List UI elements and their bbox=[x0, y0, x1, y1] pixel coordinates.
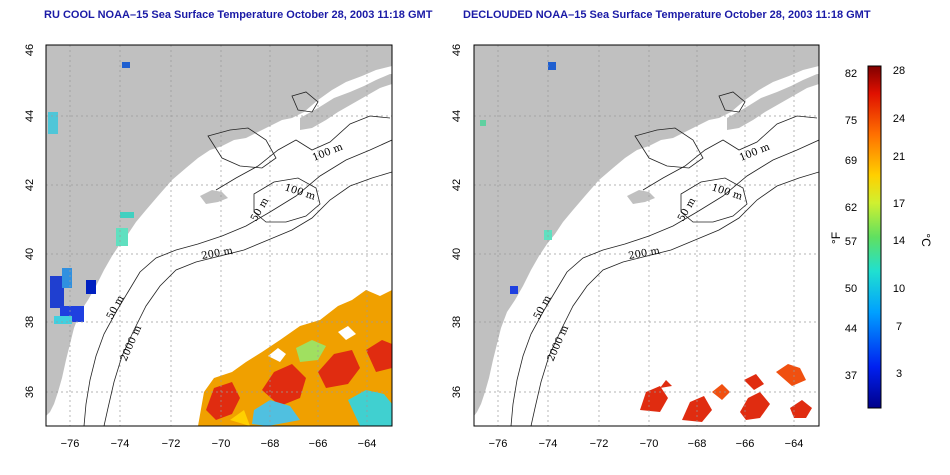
colorbar-celsius-ticks: 28 24 21 17 14 10 7 3 bbox=[893, 65, 905, 380]
right-y-tick: 36 bbox=[451, 386, 463, 398]
left-x-tick: −72 bbox=[162, 438, 181, 450]
right-panel-title: DECLOUDED NOAA–15 Sea Surface Temperatur… bbox=[463, 9, 871, 21]
left-offshore-sst-field bbox=[198, 290, 392, 426]
left-x-tick: −64 bbox=[358, 438, 377, 450]
right-y-tick: 46 bbox=[451, 44, 463, 56]
left-y-tick: 44 bbox=[24, 110, 36, 122]
colorbar-f-tick: 62 bbox=[845, 202, 857, 214]
left-x-axis: −76 −74 −72 −70 −68 −66 −64 bbox=[61, 438, 377, 450]
right-y-tick: 42 bbox=[451, 179, 463, 191]
colorbar-f-tick: 44 bbox=[845, 323, 857, 335]
colorbar: 82 75 69 62 57 50 44 37 28 24 21 17 14 1… bbox=[829, 65, 933, 409]
colorbar-c-tick: 3 bbox=[896, 368, 902, 380]
colorbar-c-tick: 24 bbox=[893, 113, 905, 125]
left-land-mainland bbox=[46, 45, 392, 416]
left-x-tick: −68 bbox=[261, 438, 280, 450]
colorbar-c-tick: 17 bbox=[893, 198, 905, 210]
colorbar-c-tick: 7 bbox=[896, 321, 902, 333]
left-x-tick: −70 bbox=[212, 438, 231, 450]
colorbar-c-tick: 10 bbox=[893, 283, 905, 295]
colorbar-c-tick: 28 bbox=[893, 65, 905, 77]
right-x-tick: −64 bbox=[785, 438, 804, 450]
right-land-cape-cod bbox=[627, 190, 655, 204]
right-x-axis: −76 −74 −72 −70 −68 −66 −64 bbox=[489, 438, 804, 450]
right-y-tick: 40 bbox=[451, 248, 463, 260]
right-land-mainland bbox=[474, 45, 819, 416]
left-y-tick: 38 bbox=[24, 316, 36, 328]
colorbar-fahrenheit-ticks: 82 75 69 62 57 50 44 37 bbox=[845, 68, 857, 382]
left-map-frame bbox=[45, 44, 393, 427]
colorbar-fahrenheit-label: °F bbox=[829, 232, 843, 244]
left-coastal-sst-patches bbox=[48, 62, 134, 324]
right-map-frame bbox=[473, 44, 820, 427]
colorbar-c-tick: 21 bbox=[893, 151, 905, 163]
colorbar-f-tick: 37 bbox=[845, 370, 857, 382]
right-y-tick: 38 bbox=[451, 316, 463, 328]
left-y-tick: 46 bbox=[24, 44, 36, 56]
left-x-tick: −74 bbox=[111, 438, 130, 450]
left-panel-title: RU COOL NOAA–15 Sea Surface Temperature … bbox=[44, 9, 433, 21]
colorbar-f-tick: 57 bbox=[845, 236, 857, 248]
colorbar-f-tick: 75 bbox=[845, 115, 857, 127]
left-map-panel: 100 m 100 m 50 m 200 m 50 m 2000 m −76 −… bbox=[24, 44, 393, 450]
left-x-tick: −76 bbox=[61, 438, 80, 450]
right-graticule bbox=[474, 45, 819, 426]
colorbar-gradient bbox=[867, 65, 882, 409]
right-map-panel: 100 m 100 m 50 m 200 m 50 m 2000 m −76 −… bbox=[451, 44, 820, 450]
left-y-tick: 36 bbox=[24, 386, 36, 398]
colorbar-f-tick: 82 bbox=[845, 68, 857, 80]
left-x-tick: −66 bbox=[309, 438, 328, 450]
left-y-axis: 46 44 42 40 38 36 bbox=[24, 44, 36, 398]
left-y-tick: 40 bbox=[24, 248, 36, 260]
right-x-tick: −66 bbox=[736, 438, 755, 450]
colorbar-celsius-label: °C bbox=[919, 233, 933, 247]
left-y-tick: 42 bbox=[24, 179, 36, 191]
colorbar-c-tick: 14 bbox=[893, 235, 905, 247]
right-y-tick: 44 bbox=[451, 110, 463, 122]
colorbar-f-tick: 69 bbox=[845, 155, 857, 167]
right-x-tick: −68 bbox=[688, 438, 707, 450]
left-graticule bbox=[46, 45, 392, 426]
right-y-axis: 46 44 42 40 38 36 bbox=[451, 44, 463, 398]
right-x-tick: −72 bbox=[590, 438, 609, 450]
colorbar-f-tick: 50 bbox=[845, 283, 857, 295]
right-bathymetry-contours bbox=[510, 91, 819, 426]
right-x-tick: −76 bbox=[489, 438, 508, 450]
right-x-tick: −70 bbox=[640, 438, 659, 450]
right-x-tick: −74 bbox=[539, 438, 558, 450]
left-bathymetry-contours bbox=[83, 91, 392, 426]
